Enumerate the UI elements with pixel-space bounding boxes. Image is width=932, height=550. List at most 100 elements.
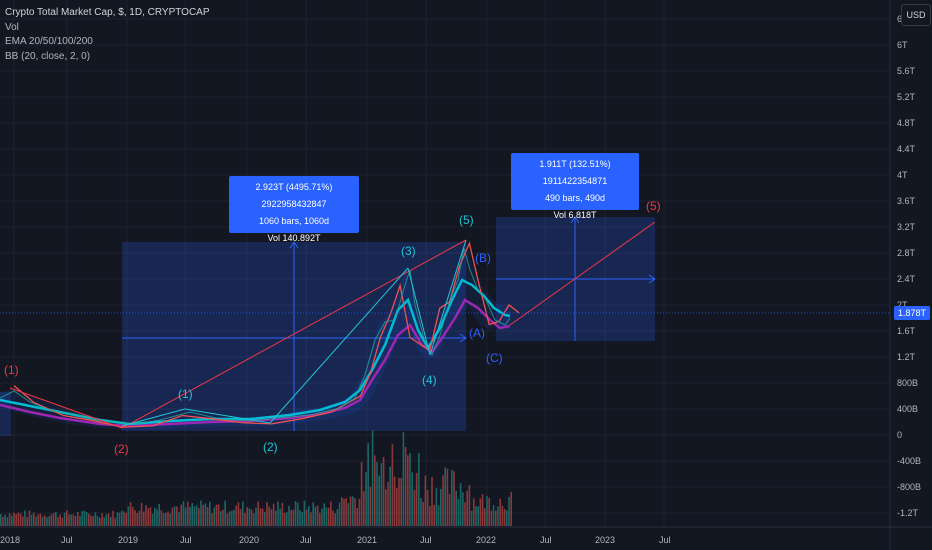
volume-bar (85, 512, 88, 526)
measure-range-left-ext (0, 392, 11, 436)
volume-bar (312, 502, 314, 526)
volume-bar (202, 504, 204, 526)
legend-bb[interactable]: BB (20, close, 2, 0) (5, 50, 91, 62)
volume-bar (149, 507, 152, 526)
volume-bar (506, 510, 508, 526)
time-axis-tick: 2018 (0, 535, 20, 545)
volume-bar (459, 483, 462, 526)
time-axis-tick: 2020 (239, 535, 259, 545)
volume-bar (4, 514, 6, 526)
volume-bar (233, 509, 235, 526)
volume-bar (0, 514, 2, 526)
volume-bar (332, 510, 334, 526)
volume-bar (323, 503, 325, 526)
wave-label-red-1: (1) (4, 363, 19, 377)
price-axis-tick: 4.8T (897, 118, 916, 128)
volume-bar (169, 513, 171, 526)
volume-bar (400, 478, 402, 526)
volume-bar (380, 463, 383, 526)
trendline-cyan-3 (269, 267, 409, 424)
volume-bar (184, 507, 187, 526)
trendline-cyan-4 (407, 267, 431, 356)
volume-bar (217, 504, 220, 526)
volume-bar (191, 503, 193, 526)
volume-bar (22, 516, 24, 526)
volume-bar (411, 472, 413, 526)
volume-bar (288, 505, 290, 526)
volume-bar (37, 514, 39, 526)
volume-bar (479, 498, 482, 526)
time-axis-tick: Jul (300, 535, 312, 545)
volume-bar (79, 515, 81, 526)
time-axis-tick: 2019 (118, 535, 138, 545)
volume-bar (457, 499, 460, 526)
volume-bar (165, 512, 167, 526)
volume-bar (88, 513, 90, 526)
volume-bar (231, 510, 233, 526)
measure-right-vol: Vol 6.818T (553, 210, 597, 220)
volume-bar (125, 512, 127, 526)
volume-bar (299, 510, 301, 526)
volume-bar (140, 502, 143, 526)
volume-bar (239, 509, 242, 526)
volume-bar (292, 509, 295, 526)
volume-bar (138, 510, 141, 526)
volume-bar (345, 498, 347, 526)
volume-bar (363, 491, 365, 526)
volume-bar (475, 506, 477, 526)
legend-title[interactable]: Crypto Total Market Cap, $, 1D, CRYPTOCA… (5, 7, 210, 18)
measure-left-bars: 1060 bars, 1060d (258, 216, 330, 226)
volume-bar (41, 516, 44, 526)
wave-label-cyan-4: (4) (422, 373, 437, 387)
measure-crosshair-left (122, 242, 466, 431)
volume-bar (92, 516, 94, 526)
volume-bar (70, 514, 72, 526)
volume-bar (220, 511, 222, 526)
wave-label-red-5: (5) (646, 199, 661, 213)
currency-button[interactable]: USD (901, 4, 931, 26)
volume-bar (264, 512, 266, 526)
volume-bar (160, 510, 163, 526)
time-axis[interactable]: 2018 Jul 2019 Jul 2020 Jul 2021 Jul 2022 Jul 2023 J… (0, 535, 671, 545)
volume-bar (17, 512, 20, 526)
volume-bar (107, 513, 110, 526)
volume-bar (11, 515, 13, 526)
ema-purple-line (0, 298, 511, 428)
volume-bar (495, 510, 497, 526)
price-axis-tick: -400B (897, 456, 921, 466)
volume-bar (497, 506, 499, 526)
volume-bar (103, 517, 105, 526)
volume-bar (96, 515, 99, 526)
volume-bar (19, 513, 22, 526)
volume-bar (162, 512, 165, 526)
price-axis-tick: 4T (897, 170, 908, 180)
volume-bar (409, 453, 411, 526)
legend-ema[interactable]: EMA 20/50/100/200 (5, 36, 93, 47)
volume-bar (369, 486, 372, 526)
trendline-cyan-5 (429, 239, 467, 356)
price-axis[interactable]: 6.4T6T5.6T5.2T4.8T4.4T4T3.6T3.2T2.8T2.4T… (897, 14, 921, 518)
volume-bar (246, 507, 248, 526)
volume-bar (413, 490, 416, 526)
measure-tooltip-left: 2.923T (4495.71%) 2922958432847 1060 bar… (229, 176, 359, 243)
volume-bar (488, 497, 490, 526)
volume-bar (83, 510, 86, 526)
volume-bar (110, 517, 112, 526)
volume-bar (418, 453, 420, 526)
volume-bar (136, 513, 138, 526)
volume-bar (94, 512, 97, 526)
volume-bar (121, 510, 123, 526)
volume-bar (402, 432, 405, 526)
legend-vol[interactable]: Vol (5, 21, 19, 33)
volume-bar (176, 506, 178, 526)
volume-bar (336, 509, 339, 526)
volume-bar (72, 514, 75, 526)
volume-bar (237, 502, 240, 526)
wave-label-red-2: (2) (114, 442, 129, 456)
volume-bar (508, 496, 510, 526)
volume-bar (57, 516, 59, 526)
wave-label-blue-a: (A) (469, 326, 485, 340)
volume-bar (15, 514, 17, 526)
volume-bar (360, 461, 363, 526)
